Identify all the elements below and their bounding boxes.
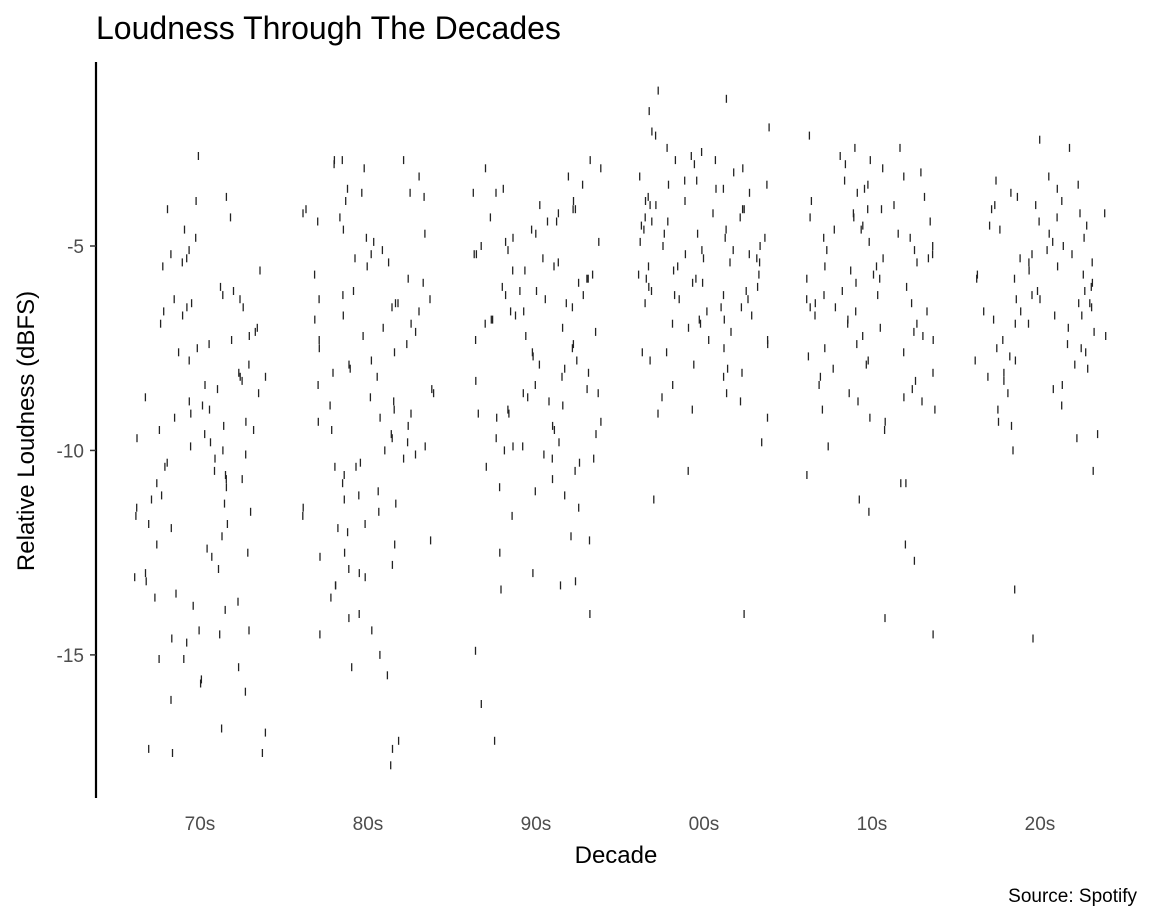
chart-title: Loudness Through The Decades	[96, 10, 561, 46]
y-tick-label: -15	[57, 646, 84, 667]
x-tick-label: 70s	[185, 814, 216, 835]
x-tick-label: 10s	[857, 814, 888, 835]
y-axis-ticks: -5 -10 -15	[57, 237, 96, 667]
x-tick-label: 90s	[521, 814, 552, 835]
x-tick-label: 00s	[689, 814, 720, 835]
x-axis-ticks: 70s 80s 90s 00s 10s 20s	[185, 814, 1056, 835]
chart-caption: Source: Spotify	[1008, 886, 1137, 907]
y-tick-label: -5	[67, 237, 84, 258]
x-tick-label: 20s	[1025, 814, 1056, 835]
y-tick-label: -10	[57, 441, 84, 462]
x-tick-label: 80s	[353, 814, 384, 835]
x-axis-label: Decade	[575, 842, 658, 869]
plot-area	[134, 86, 1107, 770]
y-axis-label: Relative Loudness (dBFS)	[13, 291, 40, 571]
